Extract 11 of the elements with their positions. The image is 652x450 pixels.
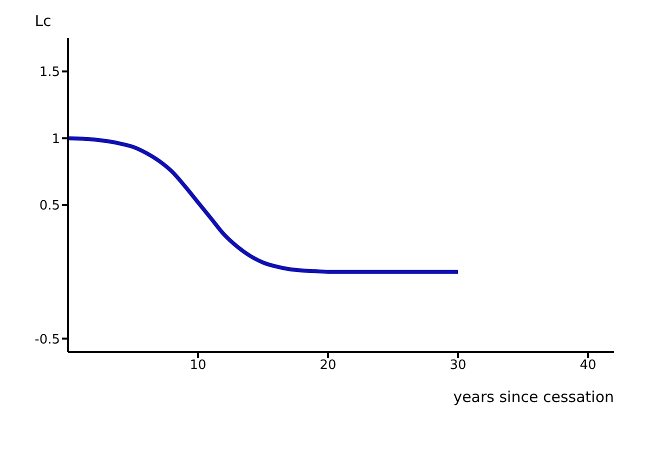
x-axis-title: years since cessation [453, 388, 614, 406]
y-tick-label: 1 [52, 132, 60, 147]
x-tick-label: 30 [450, 358, 466, 374]
x-tick-label: 10 [190, 358, 206, 374]
x-tick-label: 40 [580, 358, 596, 374]
y-tick-label: -0.5 [34, 332, 60, 348]
line-series [68, 136, 460, 274]
y-tick-label: 0.5 [39, 198, 60, 214]
y-tick-label: 1.5 [39, 65, 60, 80]
x-tick-label: 20 [320, 358, 336, 374]
y-axis-title: Lc [34, 12, 52, 30]
